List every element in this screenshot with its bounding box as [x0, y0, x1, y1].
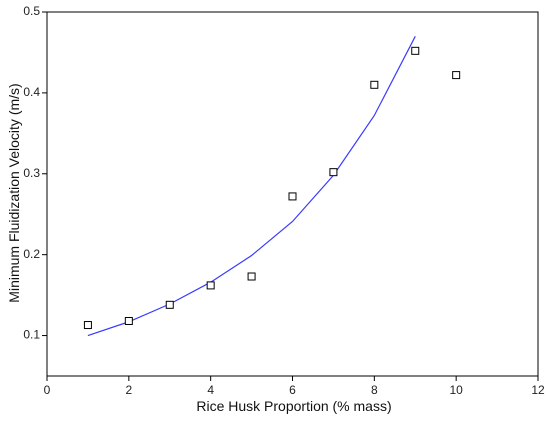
data-point	[83, 321, 92, 330]
x-tick-label: 8	[371, 383, 378, 397]
data-point	[411, 46, 420, 55]
data-point	[206, 281, 215, 290]
data-points-group	[83, 46, 461, 330]
x-tick-label: 2	[125, 383, 132, 397]
x-tick-label: 0	[44, 383, 51, 397]
y-tick-label: 0.5	[23, 4, 40, 18]
data-point	[247, 272, 256, 281]
data-point	[165, 300, 174, 309]
x-tick-label: 4	[207, 383, 214, 397]
data-point	[329, 168, 338, 177]
fit-curve	[87, 36, 416, 337]
x-axis-ticks: 0 2 4 6 8 10 12	[44, 376, 545, 397]
y-tick-label: 0.3	[23, 166, 40, 180]
data-point	[288, 192, 297, 201]
fit-curve-group	[87, 36, 416, 337]
y-axis-title: Minimum Fluidization Velocity (m/s)	[6, 83, 22, 302]
y-tick-label: 0.4	[23, 85, 40, 99]
x-axis-title: Rice Husk Proportion (% mass)	[196, 398, 391, 414]
data-point	[452, 71, 461, 80]
data-point	[124, 316, 133, 325]
x-tick-label: 12	[531, 383, 545, 397]
data-point	[370, 80, 379, 89]
y-tick-label: 0.2	[23, 247, 40, 261]
y-axis-ticks: 0.1 0.2 0.3 0.4 0.5	[23, 4, 47, 342]
y-tick-label: 0.1	[23, 328, 40, 342]
x-tick-label: 6	[289, 383, 296, 397]
x-tick-label: 10	[449, 383, 463, 397]
